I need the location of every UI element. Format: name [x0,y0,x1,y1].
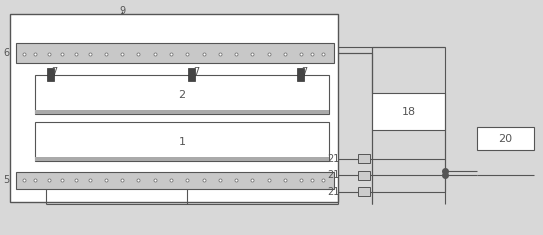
Text: 21: 21 [327,187,339,196]
Bar [35,110,329,114]
Bar [477,127,534,150]
Text: 21: 21 [327,154,339,164]
Text: 7: 7 [301,67,308,77]
Bar [358,154,370,163]
Text: 7: 7 [52,67,58,77]
Bar [35,122,329,161]
Bar [10,14,338,202]
Bar [35,75,329,114]
Text: 7: 7 [193,67,199,77]
Bar [35,157,329,161]
Bar [188,68,195,81]
Text: 1: 1 [179,137,185,147]
Bar [16,43,334,63]
Text: 2: 2 [178,90,186,100]
Bar [358,187,370,196]
Bar [47,68,54,81]
Text: 6: 6 [3,48,10,59]
Text: 18: 18 [401,107,416,117]
Bar [358,171,370,180]
Bar [16,172,334,189]
Text: 5: 5 [3,175,10,185]
Text: 9: 9 [119,6,125,16]
Bar [372,93,445,130]
Bar [297,68,304,81]
Text: 20: 20 [498,134,513,144]
Text: 21: 21 [327,170,339,180]
